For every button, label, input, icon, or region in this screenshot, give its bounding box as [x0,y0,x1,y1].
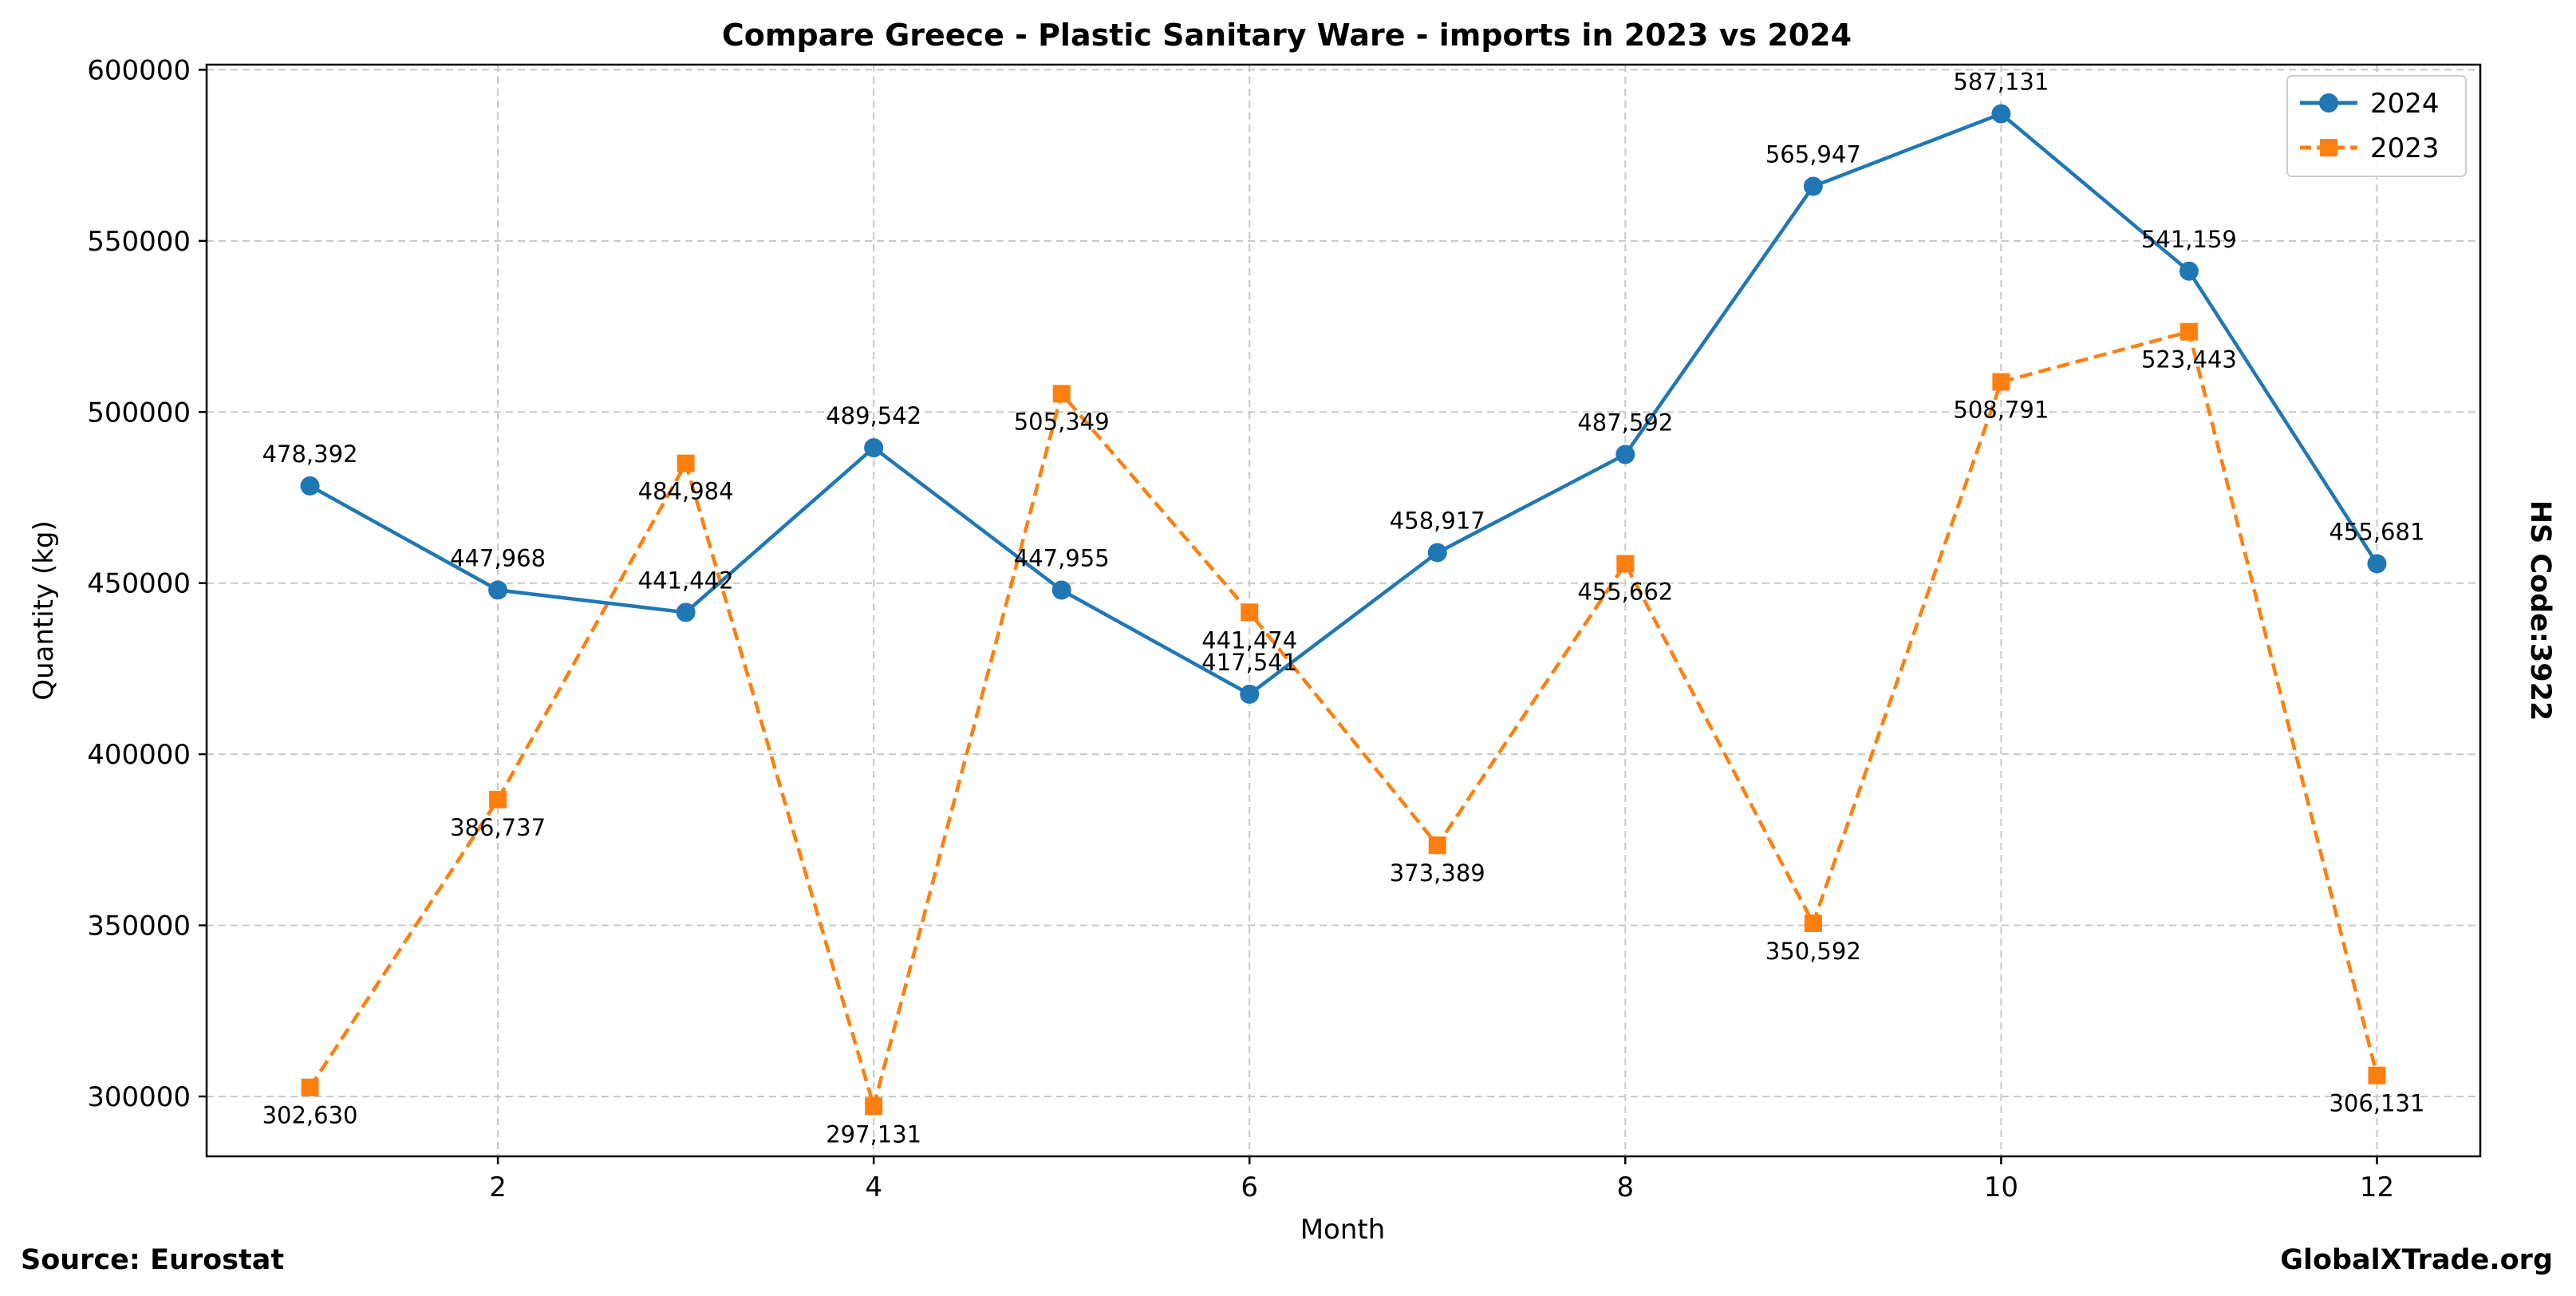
data-label-2023-m10: 508,791 [1953,397,2049,424]
chart-title: Compare Greece - Plastic Sanitary Ware -… [722,18,1852,53]
legend-label-2023: 2023 [2370,132,2440,164]
data-label-2024-m8: 487,592 [1577,409,1673,436]
point-2024-m8 [1615,445,1635,464]
point-2023-m10 [1992,373,2010,391]
ticks: 2 4 6 8 10 12 300000 350000 400000 450000 500000 55… [87,54,2394,1203]
data-label-2023-m7: 373,389 [1390,859,1485,887]
data-label-2024-m5: 447,955 [1014,544,1110,571]
x-tick-label: 8 [1616,1172,1634,1203]
y-tick-label: 300000 [87,1081,191,1113]
y-axis-label: Quantity (kg) [28,520,60,701]
y-tick-label: 600000 [87,54,191,86]
data-label-2024-m10: 587,131 [1953,69,2049,96]
grid [207,65,2480,1156]
point-2024-m1 [300,476,320,496]
point-2023-m4 [865,1097,883,1116]
point-2024-m7 [1427,543,1447,563]
point-2024-m3 [676,603,696,622]
data-label-2024-m12: 455,681 [2329,518,2424,545]
legend-label-2024: 2024 [2370,88,2440,120]
data-label-2024-m4: 489,542 [826,402,921,429]
point-2023-m7 [1428,836,1446,855]
data-label-2024-m3: 441,442 [638,567,734,594]
data-labels: 302,630 386,737 484,984 297,131 505,349 441,4… [262,69,2425,1148]
y-tick-label: 350000 [87,911,191,942]
data-label-2023-m6: 441,474 [1201,626,1297,654]
source-note: Source: Eurostat [21,1244,284,1276]
data-label-2024-m1: 478,392 [262,441,358,468]
point-2024-m5 [1051,580,1071,600]
x-tick-label: 10 [1984,1172,2018,1203]
data-label-2024-m2: 447,968 [450,544,546,571]
point-2024-m9 [1803,176,1823,196]
x-tick-label: 4 [865,1172,882,1203]
series-line-2023 [308,330,2379,1108]
legend-marker-2024 [2319,93,2338,113]
series-line-2024 [309,112,2379,697]
point-2024-m2 [488,580,508,600]
series-layer [300,104,2387,1116]
data-label-2023-m3: 484,984 [638,478,734,505]
x-tick-label: 6 [1241,1172,1258,1203]
x-axis-label: Month [1300,1214,1386,1246]
point-2024-m11 [2179,261,2199,281]
point-2023-m5 [1052,385,1071,403]
y-tick-label: 500000 [87,397,191,429]
point-2024-m10 [1991,104,2011,124]
data-label-2023-m1: 302,630 [262,1102,358,1129]
data-label-2024-m9: 565,947 [1765,140,1861,168]
data-label-2023-m9: 350,592 [1765,938,1861,965]
point-2023-m9 [1804,914,1822,932]
data-label-2023-m11: 523,443 [2141,346,2237,373]
brand-watermark: GlobalXTrade.org [2280,1244,2553,1276]
data-label-2023-m2: 386,737 [450,814,546,841]
data-label-2023-m4: 297,131 [826,1120,921,1148]
legend-marker-2023 [2320,139,2337,156]
point-2023-m12 [2368,1066,2386,1085]
point-2024-m6 [1240,684,1260,704]
x-tick-label: 12 [2360,1172,2394,1203]
data-label-2023-m5: 505,349 [1014,408,1110,435]
hs-code-label: HS Code:3922 [2524,500,2556,721]
data-label-2024-m7: 458,917 [1390,507,1485,534]
point-2023-m3 [677,454,695,472]
point-2023-m6 [1241,603,1259,622]
point-2023-m8 [1616,555,1635,573]
data-label-2024-m11: 541,159 [2141,226,2237,253]
data-label-2023-m8: 455,662 [1577,578,1673,605]
x-tick-label: 2 [489,1172,507,1203]
y-tick-label: 450000 [87,568,191,600]
point-2024-m4 [864,438,884,458]
data-label-2023-m12: 306,131 [2329,1090,2424,1117]
y-tick-label: 550000 [87,226,191,258]
data-label-2024-m6: 417,541 [1201,649,1297,676]
point-2023-m11 [2180,322,2198,341]
point-2024-m12 [2367,554,2387,574]
point-2023-m1 [301,1078,319,1096]
legend: 2024 2023 [2286,75,2467,177]
y-tick-label: 400000 [87,739,191,771]
plot-frame [205,63,2482,1158]
point-2023-m2 [489,790,507,808]
